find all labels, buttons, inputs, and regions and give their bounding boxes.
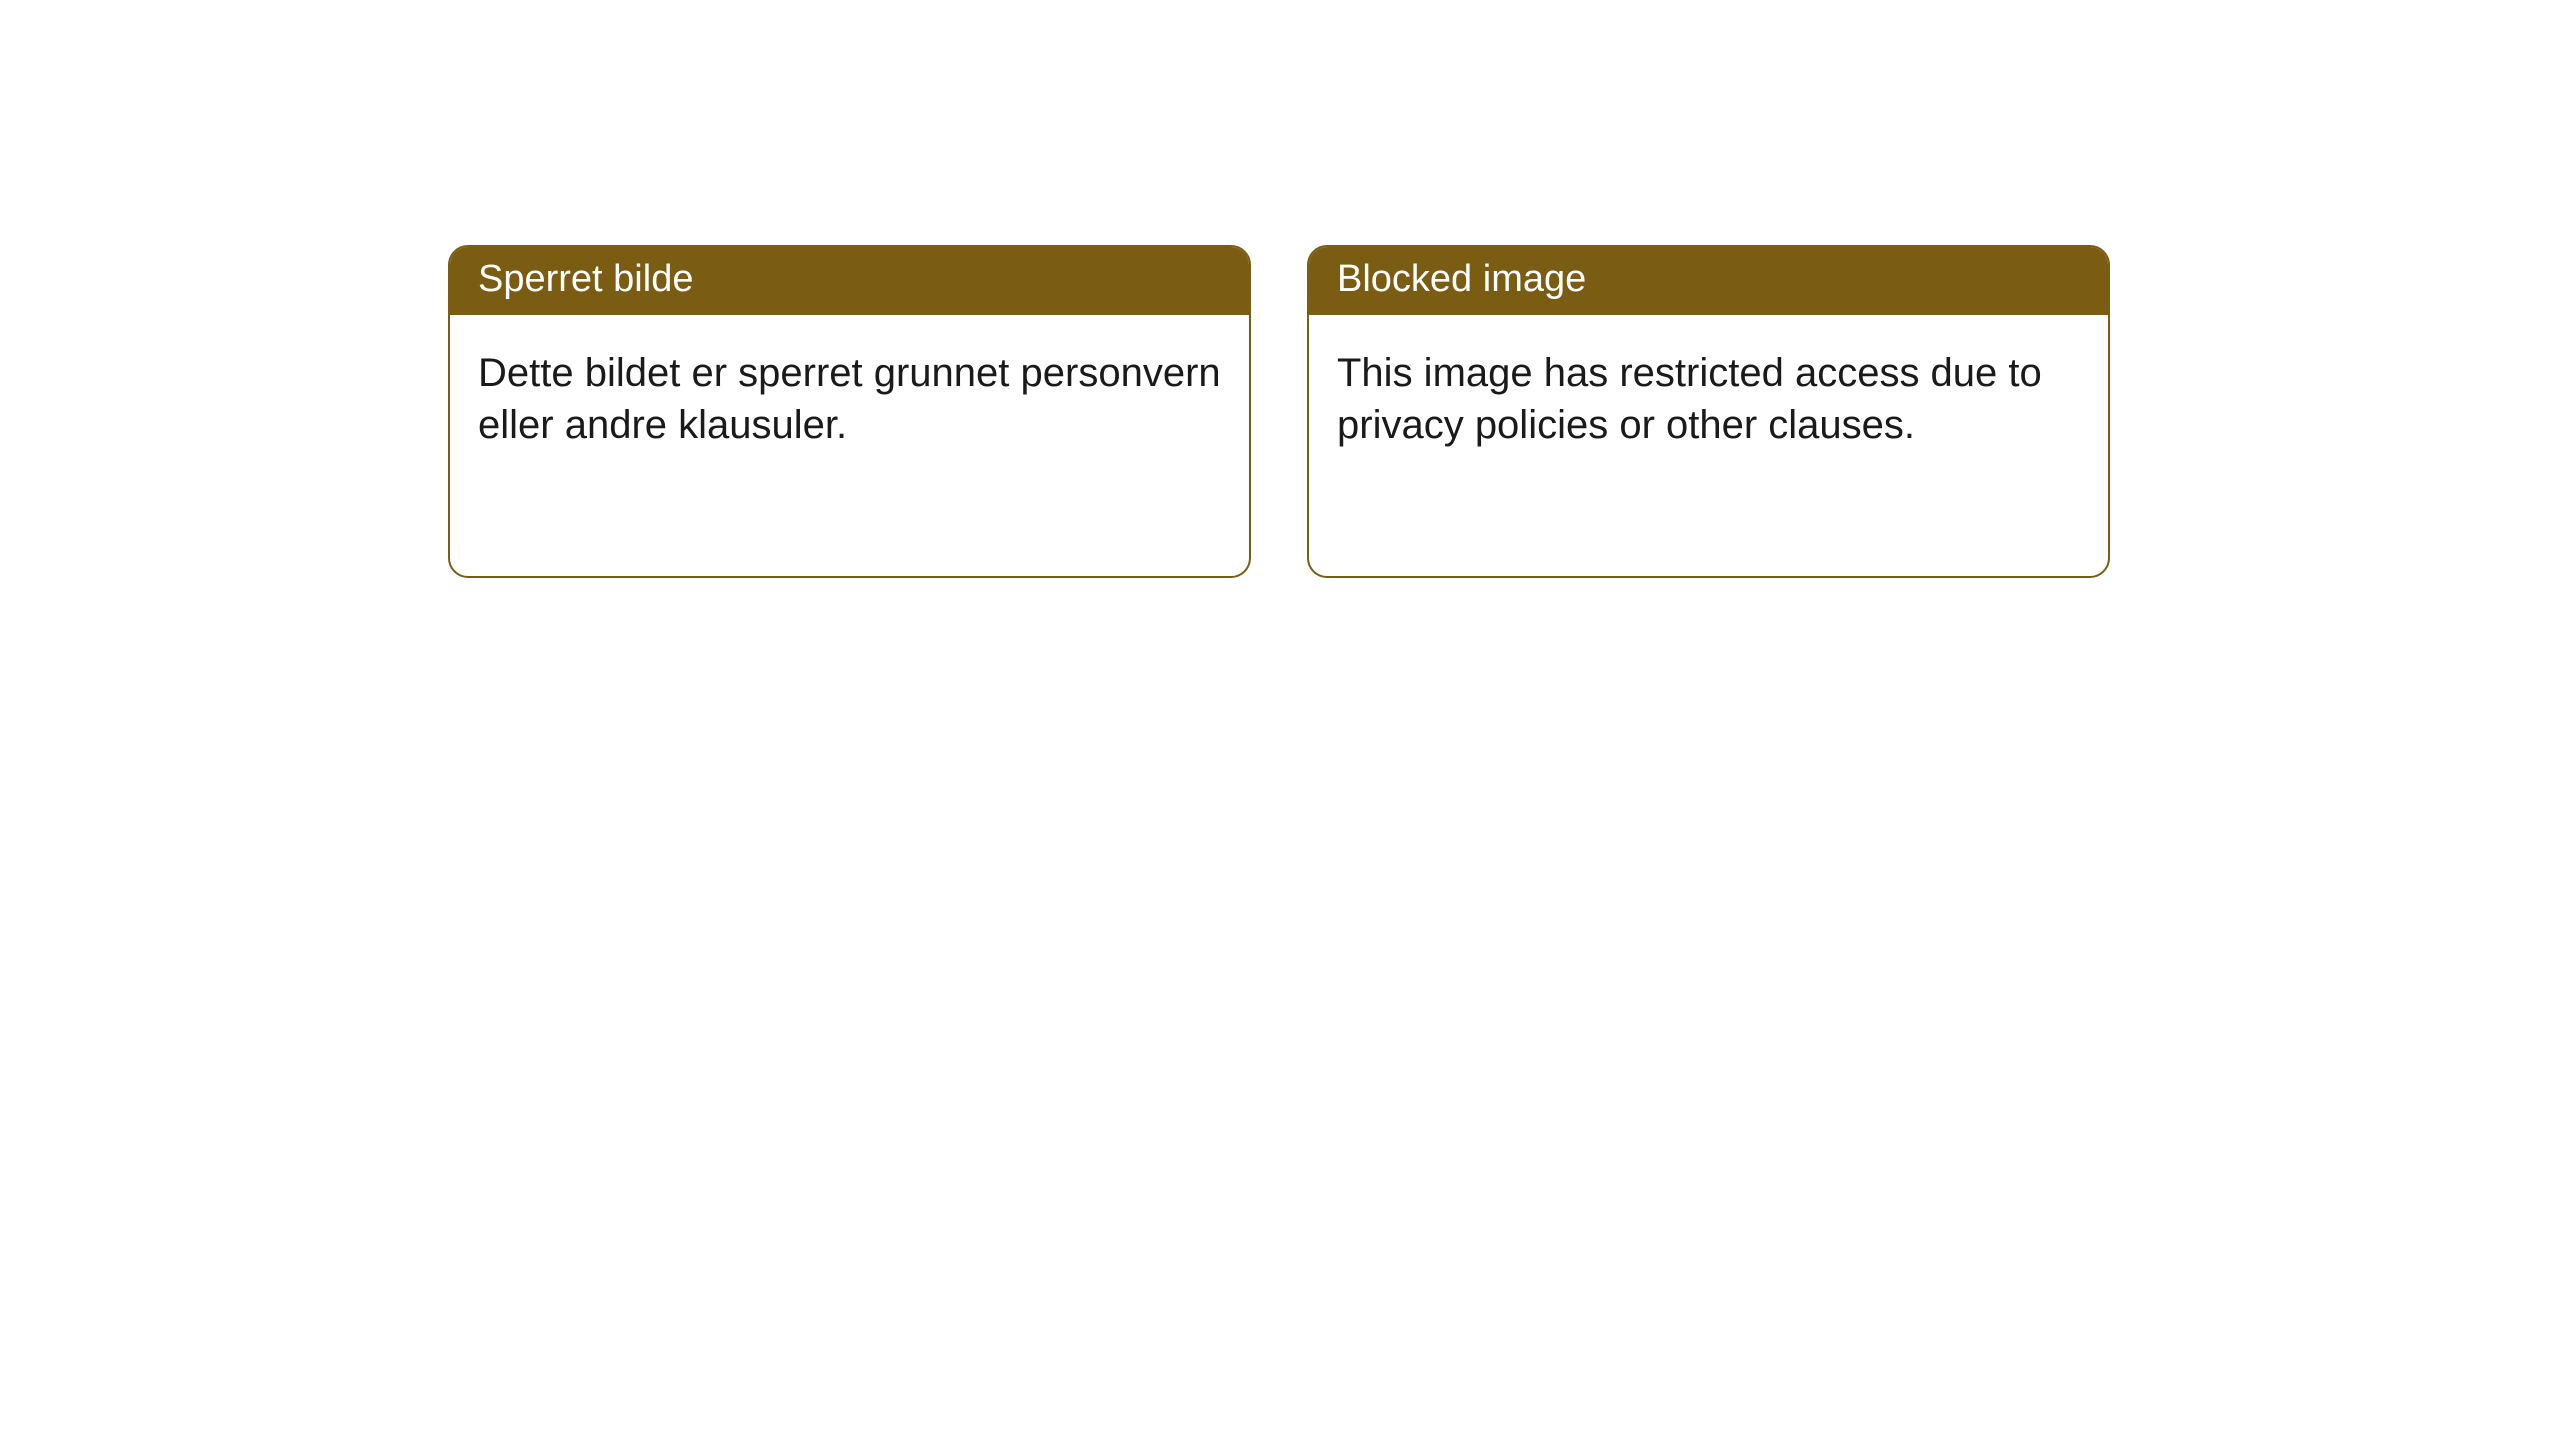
notice-box-english: Blocked image This image has restricted …	[1307, 245, 2110, 578]
notice-header: Blocked image	[1309, 247, 2108, 315]
notice-header: Sperret bilde	[450, 247, 1249, 315]
notice-box-norwegian: Sperret bilde Dette bildet er sperret gr…	[448, 245, 1251, 578]
notice-body: Dette bildet er sperret grunnet personve…	[450, 315, 1249, 481]
notice-body: This image has restricted access due to …	[1309, 315, 2108, 481]
notice-container: Sperret bilde Dette bildet er sperret gr…	[448, 245, 2110, 578]
